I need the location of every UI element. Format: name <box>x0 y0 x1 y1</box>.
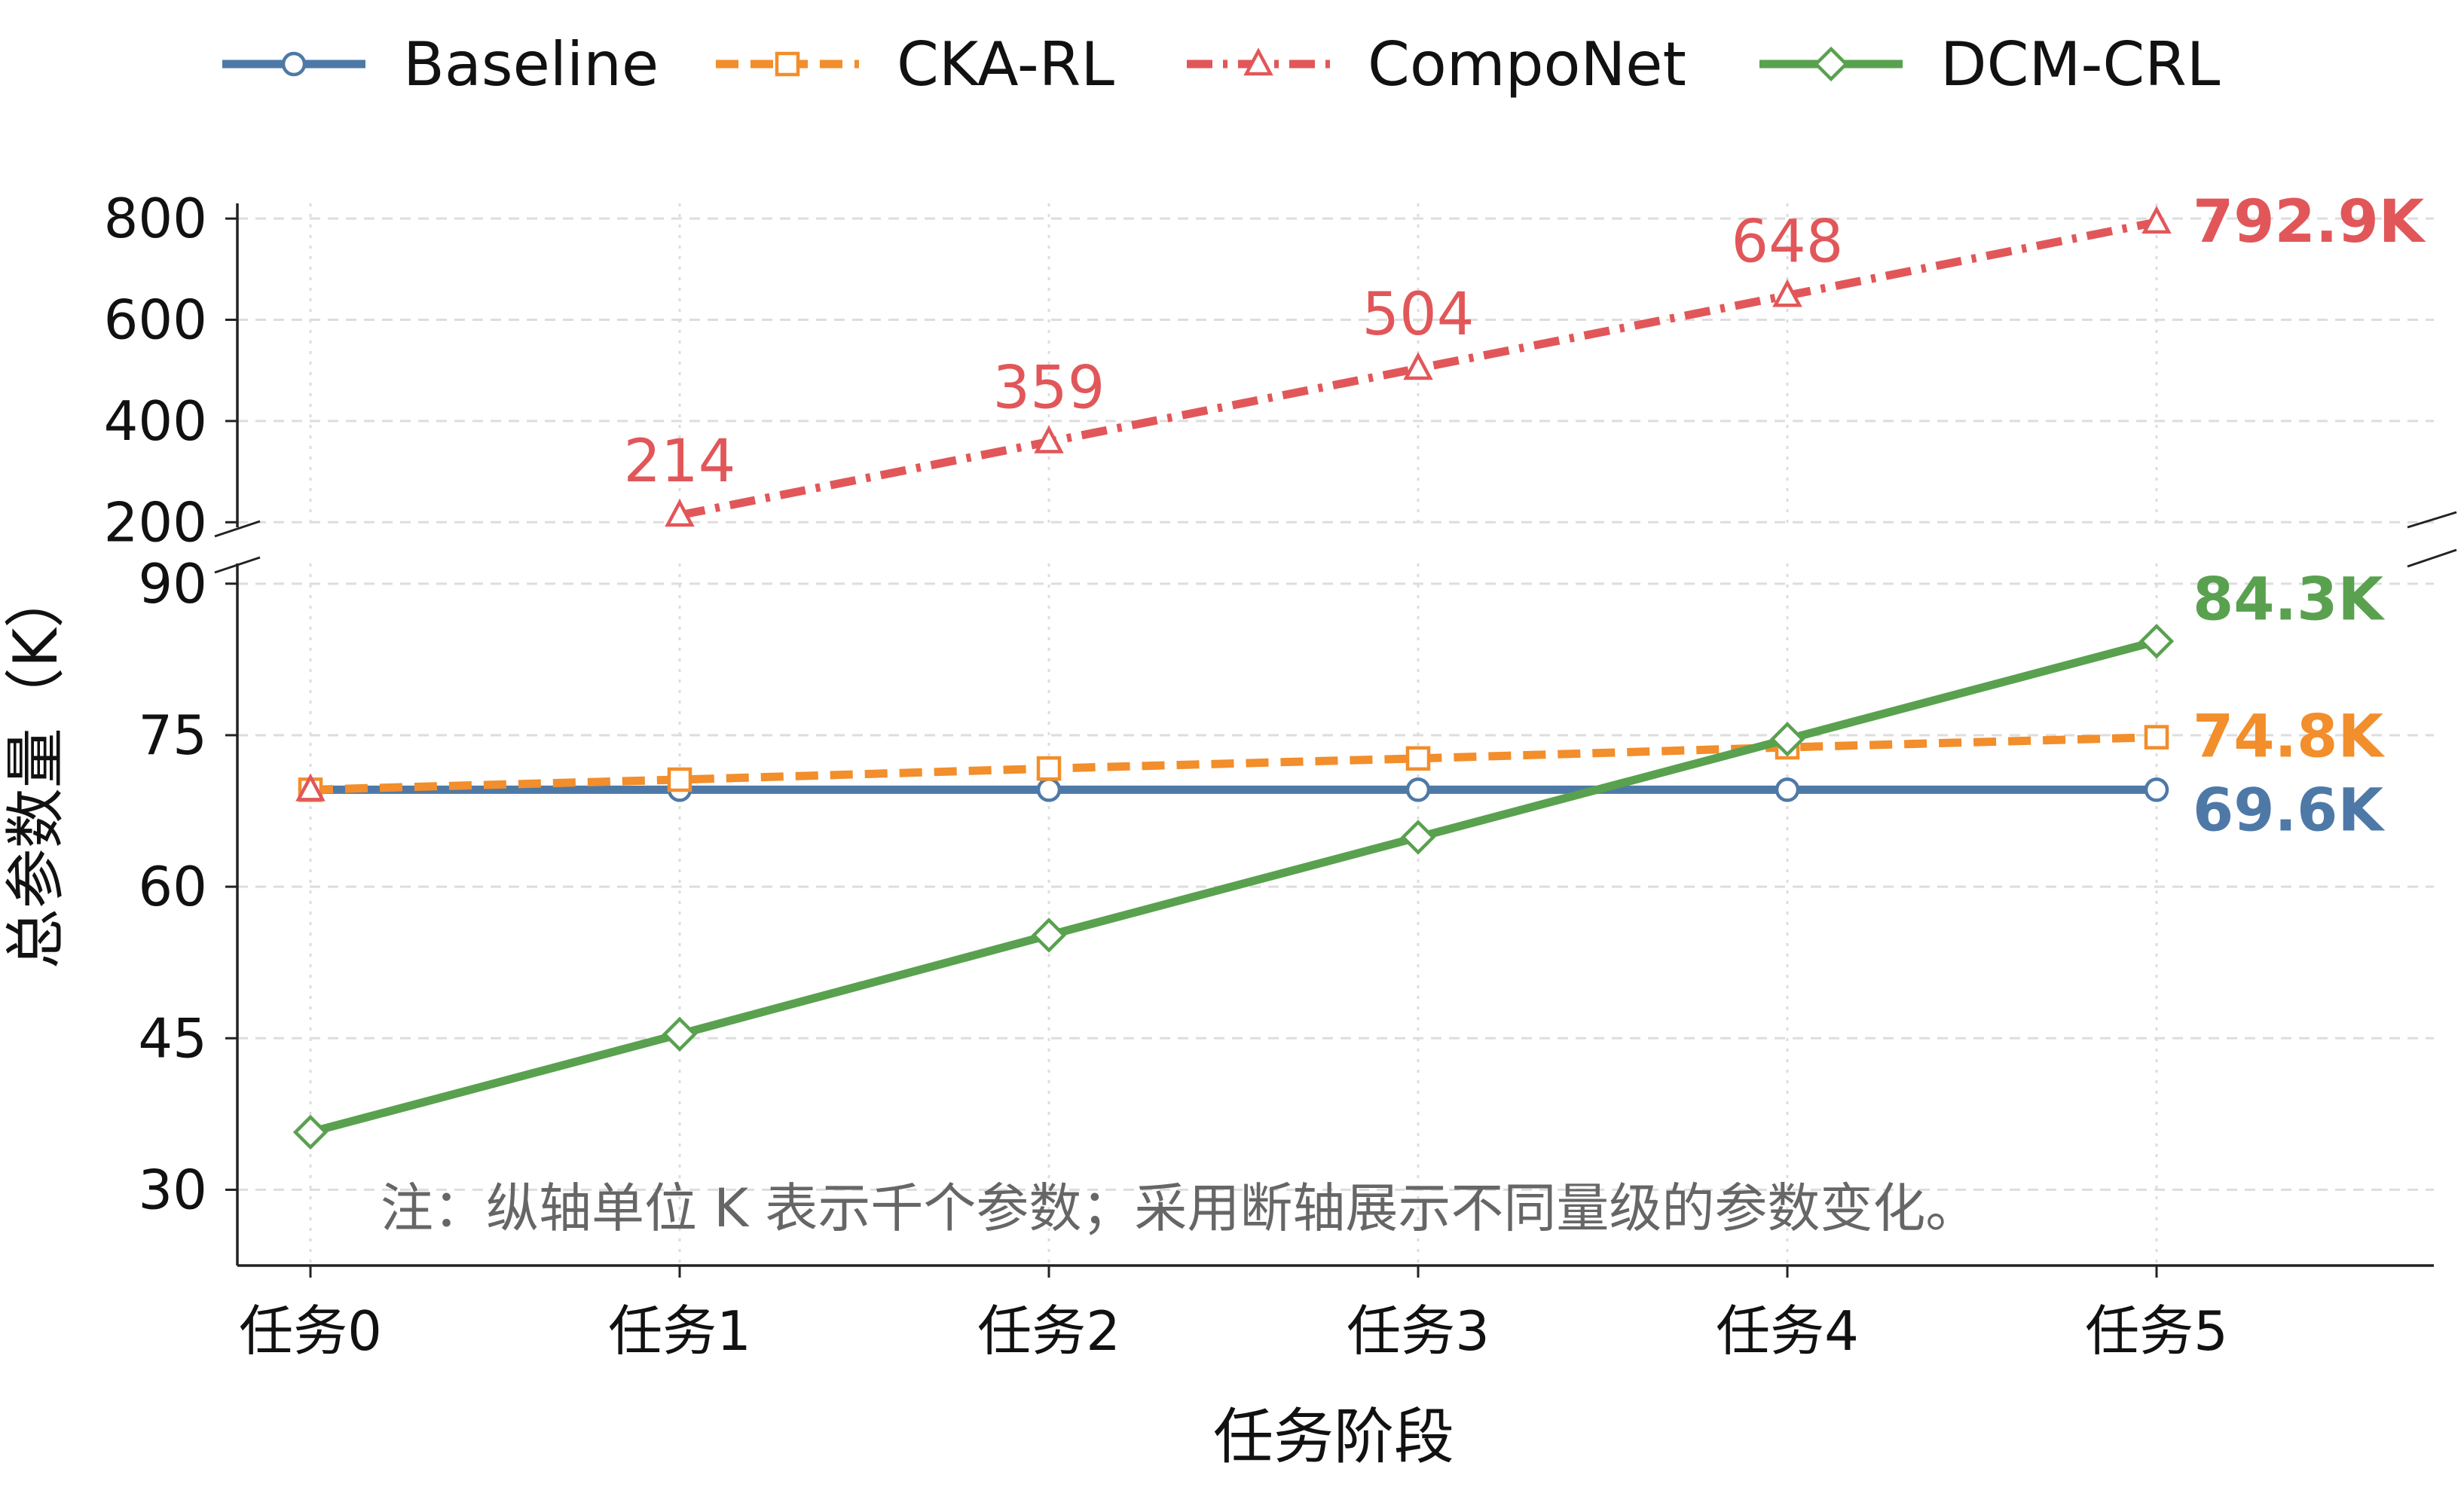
y-tick-label-lower: 30 <box>138 1158 207 1221</box>
series-line-cka_rl <box>310 733 2157 794</box>
end-label-cka_rl: 74.8K <box>2193 704 2385 771</box>
data-point-diamond <box>1031 918 1067 953</box>
grid-lines <box>237 203 2434 1266</box>
y-tick-label-upper: 200 <box>104 490 207 554</box>
data-label-componet: 504 <box>1362 281 1475 349</box>
data-point-diamond <box>1400 820 1436 855</box>
legend-item-dcm_crl: DCM-CRL <box>1759 29 2221 99</box>
y-tick-label-upper: 600 <box>104 289 207 352</box>
data-point-diamond <box>2138 624 2175 659</box>
data-point-triangle <box>1243 47 1273 76</box>
data-point-circle <box>1405 777 1431 802</box>
y-tick-label-lower: 75 <box>138 704 207 767</box>
series-baseline <box>298 777 2169 802</box>
legend: Baseline CKA-RL CompoNet DCM-CRL <box>222 29 2221 99</box>
x-axis-title: 任务阶段 <box>1213 1402 1454 1472</box>
x-tick-label: 任务3 <box>1347 1299 1490 1363</box>
legend-item-cka_rl: CKA-RL <box>716 29 1114 99</box>
axes: 200 400 600 800 30 45 60 75 90 任务0 任务1 任务2 任务3 任务4 任务5 <box>104 187 2457 1363</box>
legend-label-dcm_crl: DCM-CRL <box>1940 29 2221 99</box>
axis-break-mark <box>214 556 261 574</box>
series-componet <box>295 206 2172 802</box>
data-point-square <box>1405 746 1431 771</box>
y-tick-label-lower: 45 <box>138 1006 207 1070</box>
data-point-square <box>2144 725 2169 750</box>
data-point-diamond <box>1813 46 1849 82</box>
legend-item-baseline: Baseline <box>222 29 659 99</box>
data-point-triangle <box>1772 279 1802 307</box>
series-lines <box>292 206 2175 1150</box>
y-tick-label-lower: 90 <box>138 552 207 615</box>
data-label-componet: 359 <box>993 354 1105 422</box>
data-point-circle <box>2144 777 2169 802</box>
data-point-diamond <box>1769 722 1805 757</box>
x-tick-label: 任务2 <box>977 1299 1120 1363</box>
legend-item-componet: CompoNet <box>1187 29 1686 99</box>
legend-label-baseline: Baseline <box>403 29 659 99</box>
y-tick-label-upper: 400 <box>104 389 207 453</box>
axis-break-mark <box>2407 548 2457 568</box>
data-label-componet: 648 <box>1732 208 1844 276</box>
series-dcm_crl <box>292 624 2175 1150</box>
data-point-circle <box>1036 777 1062 802</box>
series-line-dcm_crl <box>309 637 2158 1137</box>
data-point-triangle <box>295 773 326 802</box>
x-tick-label: 任务1 <box>608 1299 751 1363</box>
axis-break-mark <box>214 520 261 538</box>
axis-break-mark <box>2407 511 2457 529</box>
y-tick-label-upper: 800 <box>104 187 207 250</box>
data-point-circle <box>1775 777 1800 802</box>
data-point-triangle <box>1034 425 1064 453</box>
chart-annotation: 注：纵轴单位 K 表示千个参数；采用断轴展示不同量级的参数变化。 <box>381 1177 1978 1239</box>
series-line-componet <box>678 218 2158 520</box>
data-point-circle <box>281 51 307 77</box>
data-label-componet: 214 <box>624 428 736 496</box>
x-tick-label: 任务4 <box>1716 1299 1859 1363</box>
data-point-square <box>667 767 692 792</box>
data-point-square <box>775 51 800 77</box>
x-tick-label: 任务0 <box>239 1299 382 1363</box>
legend-label-componet: CompoNet <box>1368 29 1686 99</box>
data-point-triangle <box>1403 352 1433 380</box>
y-tick-label-lower: 60 <box>138 855 207 918</box>
data-point-triangle <box>665 499 695 527</box>
end-label-componet: 792.9K <box>2193 188 2426 256</box>
data-point-triangle <box>2141 206 2172 234</box>
end-label-baseline: 69.6K <box>2193 777 2385 844</box>
x-tick-label: 任务5 <box>2085 1299 2228 1363</box>
data-point-diamond <box>292 1114 329 1150</box>
legend-label-cka_rl: CKA-RL <box>897 29 1114 99</box>
end-label-dcm_crl: 84.3K <box>2193 566 2385 634</box>
data-point-square <box>1036 756 1062 781</box>
y-axis-title: 总参数量（K） <box>1 568 71 969</box>
data-point-diamond <box>662 1016 698 1052</box>
